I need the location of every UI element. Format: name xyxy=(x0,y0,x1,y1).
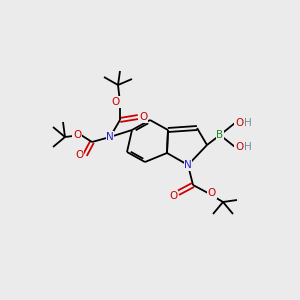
Text: O: O xyxy=(139,112,147,122)
Text: O: O xyxy=(75,150,83,160)
Text: O: O xyxy=(235,142,243,152)
Text: B: B xyxy=(216,130,224,140)
Text: O: O xyxy=(208,188,216,198)
Text: H: H xyxy=(244,142,252,152)
Text: N: N xyxy=(106,132,114,142)
Text: O: O xyxy=(73,130,81,140)
Text: O: O xyxy=(112,97,120,107)
Text: N: N xyxy=(184,160,192,170)
Text: O: O xyxy=(169,191,177,201)
Text: O: O xyxy=(235,118,243,128)
Text: H: H xyxy=(244,118,252,128)
